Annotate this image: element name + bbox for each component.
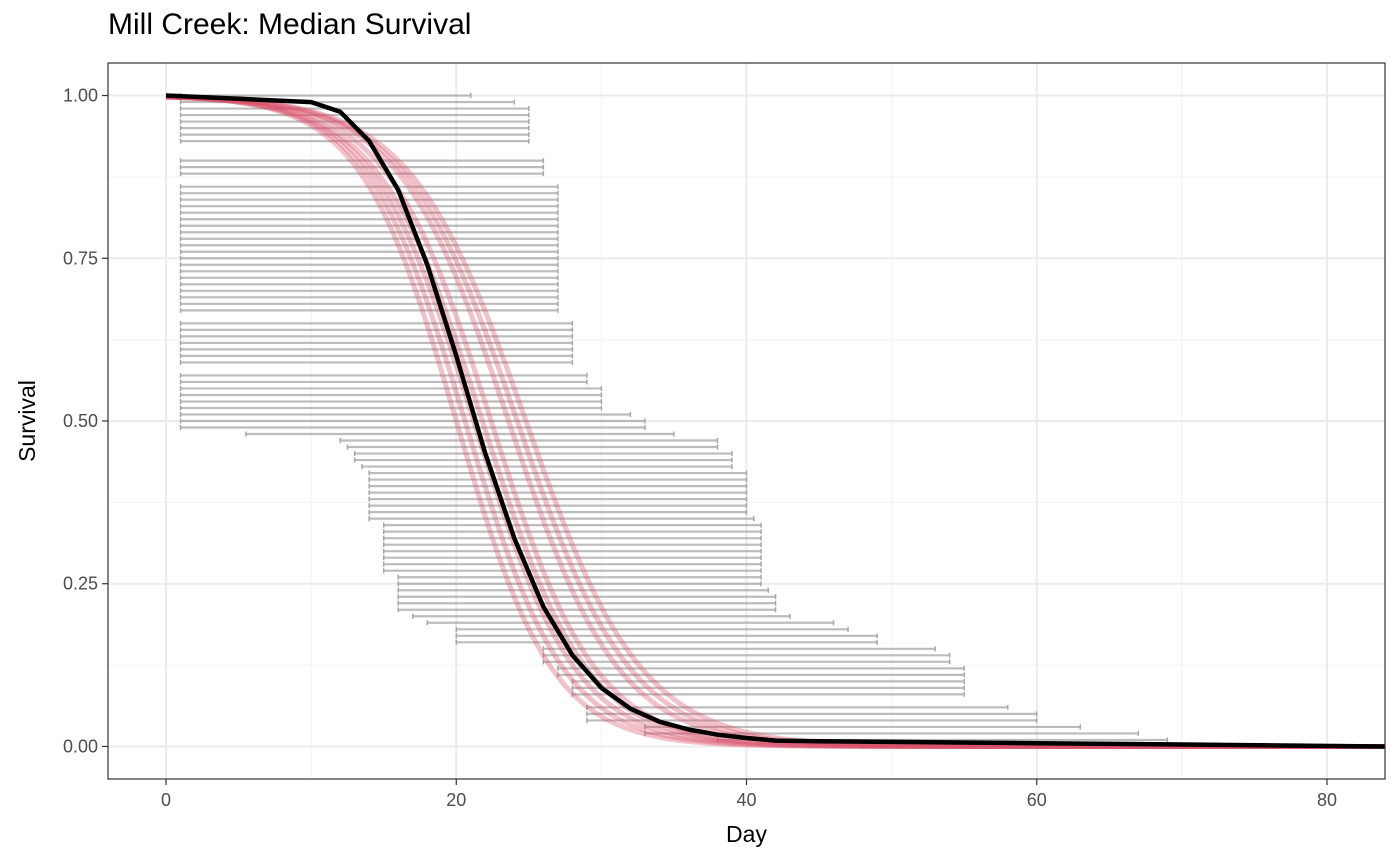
median-curve (165, 93, 1386, 749)
y-axis: 0.00 0.25 0.50 0.75 1.00 (63, 86, 108, 756)
x-tick-label: 0 (161, 790, 171, 810)
x-axis: 0 20 40 60 80 (161, 779, 1337, 810)
y-tick-label: 0.50 (63, 411, 98, 431)
x-tick-label: 80 (1317, 790, 1337, 810)
median-curve-group (165, 93, 1386, 749)
y-tick-label: 0.00 (63, 736, 98, 756)
chart-title: Mill Creek: Median Survival (108, 8, 472, 41)
y-axis-title: Survival (14, 380, 40, 462)
y-tick-label: 0.75 (63, 248, 98, 268)
y-tick-label: 1.00 (63, 86, 98, 106)
interval-bars (179, 93, 1270, 749)
x-tick-label: 40 (736, 790, 756, 810)
x-tick-label: 20 (446, 790, 466, 810)
y-tick-label: 0.25 (63, 574, 98, 594)
x-tick-label: 60 (1027, 790, 1047, 810)
x-axis-title: Day (726, 821, 767, 847)
